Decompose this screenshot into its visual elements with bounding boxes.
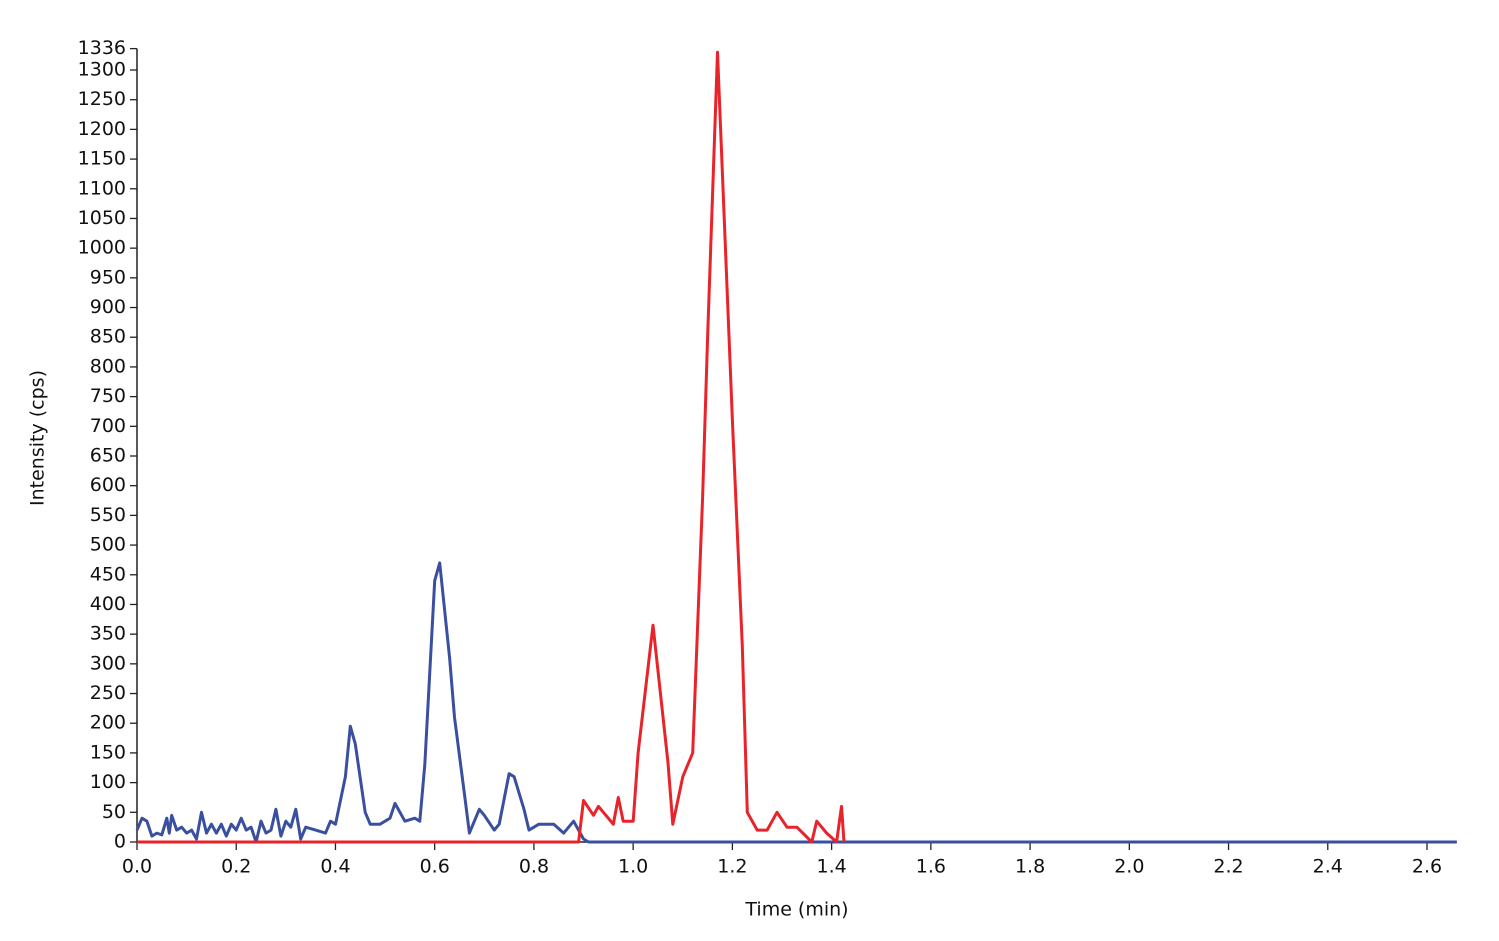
x-tick-label: 2.6 <box>1412 856 1442 878</box>
y-tick-label: 450 <box>90 563 126 585</box>
y-tick-label: 800 <box>90 355 126 377</box>
x-tick-label: 1.0 <box>618 856 648 878</box>
y-tick-label: 650 <box>90 445 126 467</box>
y-tick-label: 250 <box>90 682 126 704</box>
y-tick-label: 0 <box>114 831 126 853</box>
y-tick-label: 550 <box>90 504 126 526</box>
y-tick-label: 900 <box>90 296 126 318</box>
x-tick-label: 0.4 <box>320 856 350 878</box>
y-tick-label: 350 <box>90 623 126 645</box>
y-tick-label: 1200 <box>78 118 126 140</box>
y-tick-label: 1250 <box>78 88 126 110</box>
x-tick-label: 1.6 <box>916 856 946 878</box>
y-tick-label: 50 <box>102 801 126 823</box>
x-tick-label: 0.0 <box>122 856 152 878</box>
y-tick-label: 500 <box>90 534 126 556</box>
x-tick-label: 1.2 <box>717 856 747 878</box>
y-tick-label: 600 <box>90 474 126 496</box>
y-axis-label: Intensity (cps) <box>27 370 49 506</box>
x-tick-label: 0.6 <box>420 856 450 878</box>
x-tick-label: 1.4 <box>817 856 847 878</box>
x-tick-label: 0.8 <box>519 856 549 878</box>
y-tick-label: 150 <box>90 741 126 763</box>
y-tick-label: 950 <box>90 266 126 288</box>
y-tick-label: 850 <box>90 326 126 348</box>
y-tick-label: 200 <box>90 712 126 734</box>
y-tick-label: 300 <box>90 652 126 674</box>
y-tick-label: 750 <box>90 385 126 407</box>
x-tick-label: 0.2 <box>221 856 251 878</box>
x-tick-label: 1.8 <box>1015 856 1045 878</box>
y-tick-label: 700 <box>90 415 126 437</box>
y-tick-label: 1336 <box>78 37 126 59</box>
y-tick-label: 100 <box>90 771 126 793</box>
x-axis-label: Time (min) <box>744 899 848 921</box>
x-tick-label: 2.0 <box>1114 856 1144 878</box>
y-tick-label: 1000 <box>78 237 126 259</box>
series-line <box>137 50 846 844</box>
y-tick-label: 1100 <box>78 177 126 199</box>
y-tick-label: 1050 <box>78 207 126 229</box>
series-line <box>135 561 1457 844</box>
x-tick-label: 2.4 <box>1313 856 1343 878</box>
x-tick-label: 2.2 <box>1213 856 1243 878</box>
y-tick-label: 400 <box>90 593 126 615</box>
y-tick-label: 1300 <box>78 59 126 81</box>
y-tick-label: 1150 <box>78 148 126 170</box>
